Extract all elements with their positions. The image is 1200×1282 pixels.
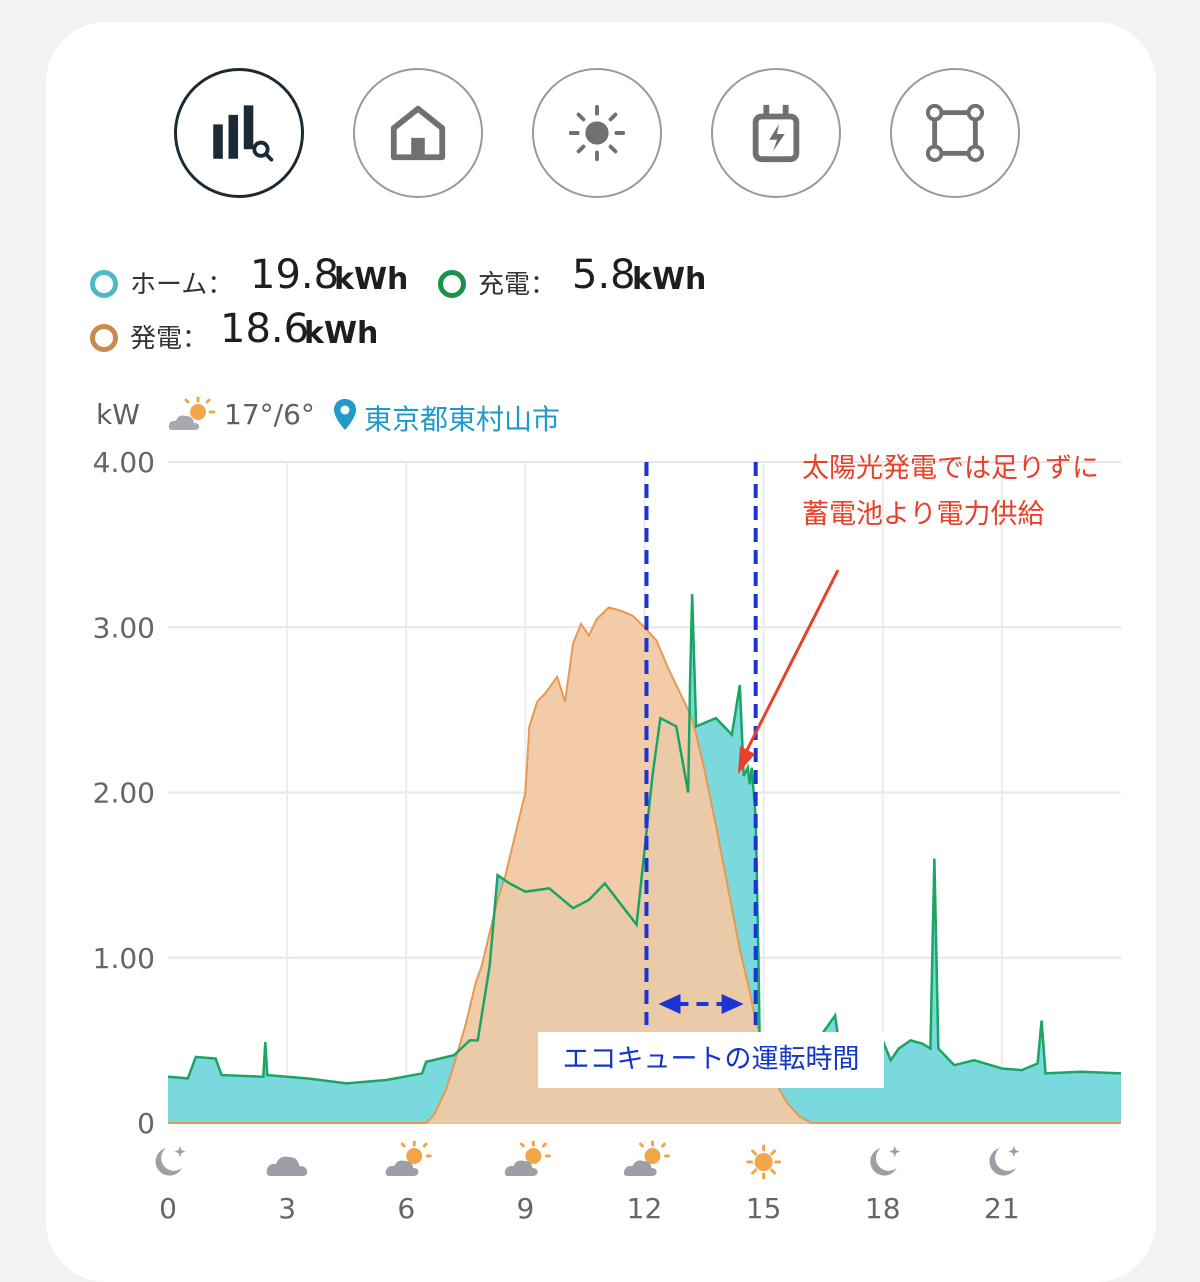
sun-shape xyxy=(406,1148,423,1164)
cloud-shape xyxy=(504,1160,538,1176)
hourly-weather-icons xyxy=(155,1140,1020,1180)
x-tick-label: 15 xyxy=(746,1192,782,1225)
moon-star-icon xyxy=(989,1146,1020,1176)
cloud-icon xyxy=(266,1156,308,1176)
y-tick-label: 0 xyxy=(137,1107,155,1140)
star-shape xyxy=(889,1146,901,1157)
x-axis-ticks: 0 3 6 9 12 15 18 21 xyxy=(159,1192,1020,1225)
x-tick-label: 21 xyxy=(984,1192,1020,1225)
analytics-tab-button[interactable] xyxy=(174,68,304,198)
location-link[interactable]: 東京都東村山市 xyxy=(364,403,561,436)
home-legend-dot xyxy=(90,270,118,298)
duration-arrow-right-head xyxy=(721,994,744,1014)
system-tab-button[interactable] xyxy=(890,68,1020,198)
battery-charging-icon xyxy=(752,104,800,163)
moon-star-icon xyxy=(870,1146,901,1176)
location-pin-icon xyxy=(334,399,356,430)
y-tick-label: 2.00 xyxy=(93,777,155,810)
cloud-shape xyxy=(385,1160,419,1176)
y-axis-ticks: 0 1.00 2.00 3.00 4.00 xyxy=(93,446,155,1140)
moon-star-icon xyxy=(155,1146,186,1176)
battery-note-line2: 蓄電池より電力供給 xyxy=(802,499,1045,530)
cloud-shape xyxy=(623,1160,657,1176)
y-unit-label: kW xyxy=(96,398,140,431)
partly-sunny-icon xyxy=(504,1140,551,1176)
energy-chart: 0 1.00 2.00 3.00 4.00 0 3 6 9 12 15 18 21 xyxy=(93,446,1122,1225)
moon-shape xyxy=(870,1148,897,1176)
sun-rays xyxy=(400,1140,432,1158)
partly-sunny-icon xyxy=(385,1140,432,1176)
moon-shape xyxy=(155,1148,182,1176)
sun-shape xyxy=(754,1153,773,1171)
x-tick-label: 9 xyxy=(516,1192,534,1225)
x-tick-label: 0 xyxy=(159,1192,177,1225)
generation-label: 発電： xyxy=(130,324,209,354)
partly-sunny-icon xyxy=(168,396,216,430)
home-value: 19.8 xyxy=(250,252,340,298)
battery-supply-arrow xyxy=(738,569,840,774)
battery-note-line1: 太陽光発電では足りずに xyxy=(802,453,1099,484)
home-label: ホーム： xyxy=(130,270,234,300)
bar-chart-search-icon xyxy=(213,105,274,162)
x-tick-label: 12 xyxy=(627,1192,663,1225)
generation-unit: kWh xyxy=(304,316,379,351)
star-shape xyxy=(1008,1146,1020,1157)
star-shape xyxy=(174,1146,186,1157)
home-unit: kWh xyxy=(334,262,409,297)
red-arrow-head xyxy=(738,746,755,774)
sun-rays xyxy=(746,1144,782,1180)
sun-shape xyxy=(644,1148,661,1164)
sun-icon xyxy=(746,1144,782,1180)
battery-supply-annotation: 太陽光発電では足りずに 蓄電池より電力供給 xyxy=(802,446,1099,538)
sun-rays xyxy=(519,1140,551,1158)
x-tick-label: 18 xyxy=(865,1192,901,1225)
ecocute-label: エコキュートの運転時間 xyxy=(538,1032,884,1088)
home-icon xyxy=(390,105,446,161)
home-consumption-line xyxy=(167,594,1122,1085)
ecocute-duration-arrow xyxy=(658,994,744,1014)
charge-value: 5.8 xyxy=(572,252,636,298)
generation-legend-dot xyxy=(90,324,118,352)
cloud-shape xyxy=(266,1156,308,1176)
home-tab-button[interactable] xyxy=(353,68,483,198)
solar-tab-button[interactable] xyxy=(532,68,662,198)
sun-rays xyxy=(639,1140,670,1158)
sun-icon xyxy=(568,104,626,162)
y-tick-label: 1.00 xyxy=(93,942,155,975)
x-tick-label: 3 xyxy=(278,1192,296,1225)
duration-arrow-left-head xyxy=(658,994,681,1014)
y-tick-label: 4.00 xyxy=(93,446,155,479)
charge-legend-dot xyxy=(438,270,466,298)
y-tick-label: 3.00 xyxy=(93,611,155,644)
temperature-text: 17°/6° xyxy=(224,398,315,431)
red-arrow-shaft xyxy=(744,569,840,753)
charge-unit: kWh xyxy=(632,262,707,297)
nodes-square-icon xyxy=(925,103,985,163)
charge-label: 充電： xyxy=(478,270,557,300)
partly-sunny-icon xyxy=(623,1140,670,1176)
generation-value: 18.6 xyxy=(220,306,310,352)
sun-shape xyxy=(525,1148,542,1164)
x-tick-label: 6 xyxy=(397,1192,415,1225)
battery-tab-button[interactable] xyxy=(711,68,841,198)
moon-shape xyxy=(989,1148,1016,1176)
